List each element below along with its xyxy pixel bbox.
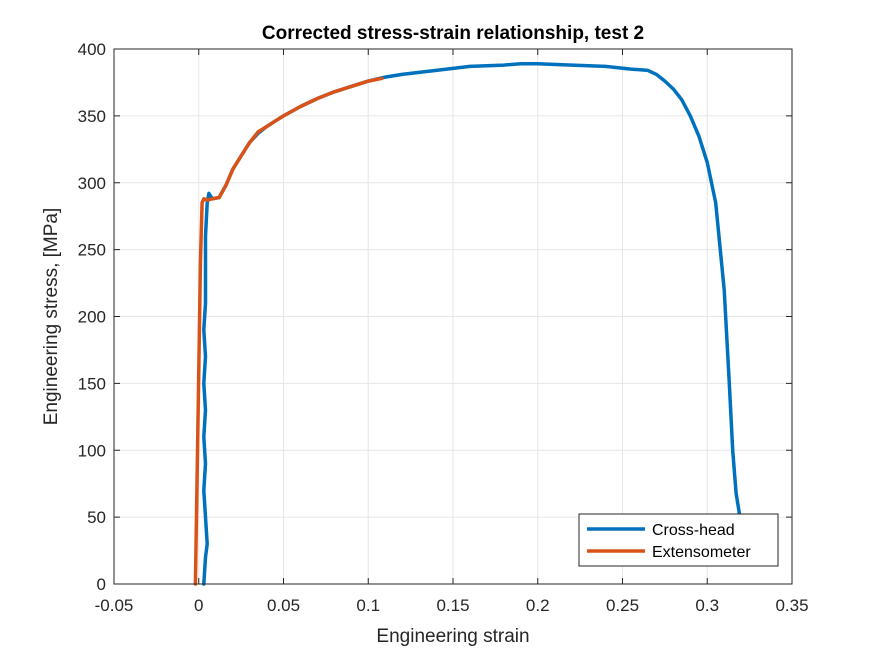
y-tick-label: 400 [78,40,106,59]
legend-label: Extensometer [652,544,751,561]
x-tick-label: 0.2 [526,596,550,615]
x-tick-label: 0.05 [267,596,300,615]
y-tick-label: 100 [78,441,106,460]
tick-layer: -0.05 0 0.05 0.1 0.15 0.2 0.25 0.3 0.35 0 50 100 150… [78,40,809,615]
y-tick-label: 0 [97,575,106,594]
y-tick-label: 250 [78,241,106,260]
y-tick-label: 50 [87,508,106,527]
series-line-extensometer [193,76,384,586]
x-tick-label: -0.05 [95,596,134,615]
x-tick-label: 0.15 [436,596,469,615]
x-tick-label: 0.1 [356,596,380,615]
series-layer [193,61,743,586]
x-tick-label: 0 [194,596,203,615]
x-tick-label: 0.35 [775,596,808,615]
x-axis-label: Engineering strain [376,626,529,647]
legend: Cross-head Extensometer [578,513,779,567]
legend-label: Cross-head [652,522,735,539]
x-tick-label: 0.3 [695,596,719,615]
y-axis-label: Engineering stress, [MPa] [41,208,62,426]
y-tick-label: 350 [78,107,106,126]
y-tick-label: 150 [78,374,106,393]
chart-title: Corrected stress-strain relationship, te… [262,23,644,44]
legend-box [578,513,779,567]
y-tick-label: 300 [78,174,106,193]
x-tick-label: 0.25 [606,596,639,615]
y-tick-label: 200 [78,308,106,327]
